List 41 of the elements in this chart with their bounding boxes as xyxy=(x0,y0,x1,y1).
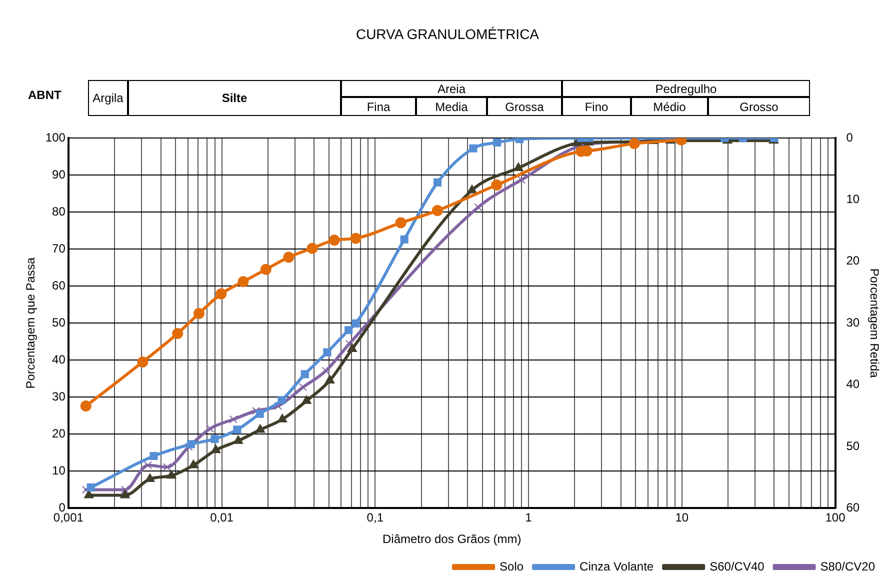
x-tick-label: 0,1 xyxy=(366,510,384,525)
x-tick-label: 10 xyxy=(675,510,689,525)
legend-label: Cinza Volante xyxy=(580,559,654,574)
y2-tick-label: 60 xyxy=(846,500,860,515)
y-tick-label: 40 xyxy=(52,352,66,366)
y-tick-label: 10 xyxy=(52,463,66,478)
x-tick-label: 100 xyxy=(825,510,846,525)
y2-tick-label: 10 xyxy=(846,192,860,206)
text: Fino xyxy=(562,97,631,116)
text: Silte xyxy=(128,80,341,116)
y2-axis-title: Porcentagem Retida xyxy=(867,268,882,378)
y-tick-label: 20 xyxy=(52,426,66,440)
y-tick-label: 60 xyxy=(52,278,66,292)
text: Pedregulho xyxy=(562,80,810,97)
text: Fina xyxy=(341,97,416,116)
chart-title: CURVA GRANULOMÉTRICA xyxy=(354,26,540,42)
text: Grossa xyxy=(487,97,562,116)
y2-tick-label: 20 xyxy=(846,254,860,268)
legend-label: S80/CV20 xyxy=(820,559,876,574)
y-axis-title: Porcentagem que Passa xyxy=(24,257,38,389)
y-tick-label: 50 xyxy=(52,315,66,330)
x-axis-title: Diâmetro dos Grãos (mm) xyxy=(382,532,522,546)
text: ABNT xyxy=(28,88,62,102)
legend-label: S60/CV40 xyxy=(710,559,765,574)
text: Areia xyxy=(341,80,562,97)
y2-tick-label: 40 xyxy=(846,377,860,392)
x-tick-label: 1 xyxy=(525,510,532,525)
y2-tick-label: 50 xyxy=(846,438,860,453)
text: Media xyxy=(416,97,487,116)
y2-tick-label: 0 xyxy=(846,130,854,144)
y-tick-label: 90 xyxy=(52,167,66,182)
legend-label: Solo xyxy=(500,559,524,574)
text: Médio xyxy=(631,97,708,116)
y-tick-label: 30 xyxy=(52,389,66,404)
text: Argila xyxy=(88,80,128,116)
y-tick-label: 100 xyxy=(45,130,66,144)
y2-tick-label: 30 xyxy=(846,315,860,330)
text: Grosso xyxy=(708,97,810,116)
y-tick-label: 70 xyxy=(52,241,66,256)
x-tick-label: 0,01 xyxy=(210,510,234,525)
y-tick-label: 80 xyxy=(52,204,66,218)
